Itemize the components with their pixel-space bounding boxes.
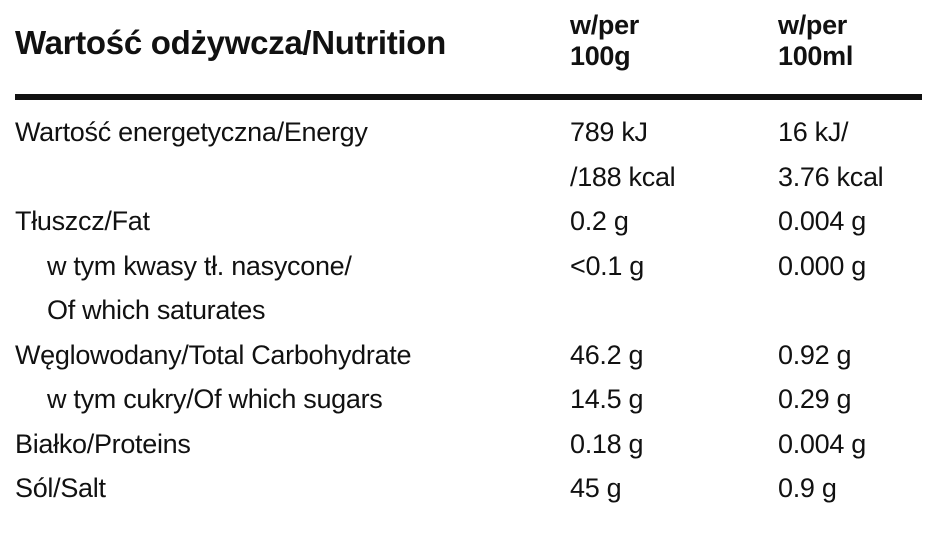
cell-value: /188 kcal (570, 161, 676, 192)
cell-value: 0.000 g (778, 250, 866, 281)
column-header: 100g (570, 41, 631, 71)
row-label: w tym kwasy tł. nasycone/ (47, 250, 352, 281)
header-rule (15, 94, 922, 100)
cell-value: 45 g (570, 473, 622, 503)
row-label: Węglowodany/Total Carbohydrate (15, 339, 412, 370)
cell-value: 0.9 g (778, 473, 837, 503)
cell-value: 0.18 g (570, 428, 644, 459)
column-header: w/per (778, 10, 848, 40)
cell-value: 789 kJ (570, 117, 648, 147)
cell-value: 16 kJ/ (778, 117, 849, 147)
cell-value: <0.1 g (570, 250, 645, 281)
row-label: Wartość energetyczna/Energy (15, 117, 368, 147)
cell-value: 0.004 g (778, 206, 866, 236)
cell-value: 0.92 g (778, 339, 852, 370)
table-title: Wartość odżywcza/Nutrition (15, 24, 447, 61)
cell-value: 3.76 kcal (778, 161, 884, 192)
row-label: Sól/Salt (15, 473, 106, 503)
cell-value: 0.2 g (570, 206, 629, 236)
row-label: Tłuszcz/Fat (15, 206, 150, 236)
cell-value: 0.29 g (778, 384, 852, 414)
row-label: Of which saturates (47, 295, 266, 325)
row-label: Białko/Proteins (15, 428, 191, 459)
column-header: 100ml (778, 41, 854, 71)
row-label: w tym cukry/Of which sugars (47, 384, 383, 414)
cell-value: 46.2 g (570, 339, 644, 370)
cell-value: 14.5 g (570, 384, 644, 414)
column-header: w/per (570, 10, 640, 40)
cell-value: 0.004 g (778, 428, 866, 459)
